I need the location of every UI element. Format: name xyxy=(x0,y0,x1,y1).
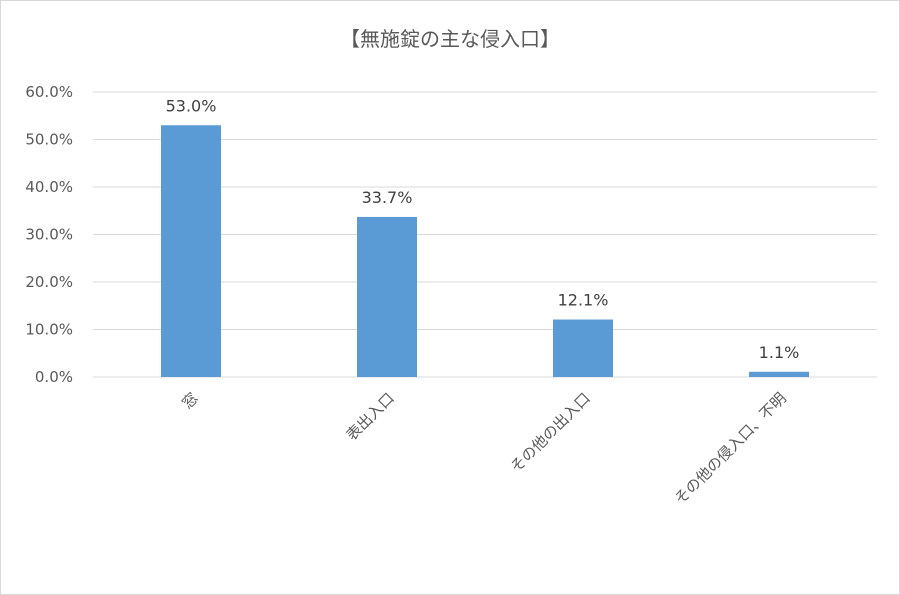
y-tick-label: 50.0% xyxy=(25,131,73,149)
data-label: 33.7% xyxy=(362,188,413,207)
bar xyxy=(357,216,417,377)
bar xyxy=(749,371,809,377)
y-tick-label: 10.0% xyxy=(25,321,73,339)
y-tick-label: 20.0% xyxy=(25,273,73,291)
bar xyxy=(161,125,221,377)
data-labels: 53.0% 33.7% 12.1% 1.1% xyxy=(166,96,800,362)
category-label: 表出入口 xyxy=(343,389,398,444)
bars xyxy=(161,125,809,377)
data-label: 53.0% xyxy=(166,96,217,115)
category-label: その他の出入口 xyxy=(507,389,594,476)
y-tick-label: 0.0% xyxy=(35,368,73,386)
gridlines xyxy=(93,91,877,378)
data-label: 1.1% xyxy=(759,343,800,362)
y-tick-label: 40.0% xyxy=(25,178,73,196)
category-label: その他の侵入口、不明 xyxy=(671,389,790,508)
y-axis-ticks: 0.0% 10.0% 20.0% 30.0% 40.0% 50.0% 60.0% xyxy=(25,83,73,386)
chart-title: 【無施錠の主な侵入口】 xyxy=(340,27,560,51)
bar xyxy=(553,319,613,377)
category-label: 窓 xyxy=(178,389,201,412)
x-axis-categories: 窓 表出入口 その他の出入口 その他の侵入口、不明 xyxy=(178,389,789,508)
y-tick-label: 60.0% xyxy=(25,83,73,101)
y-tick-label: 30.0% xyxy=(25,226,73,244)
data-label: 12.1% xyxy=(558,291,609,310)
